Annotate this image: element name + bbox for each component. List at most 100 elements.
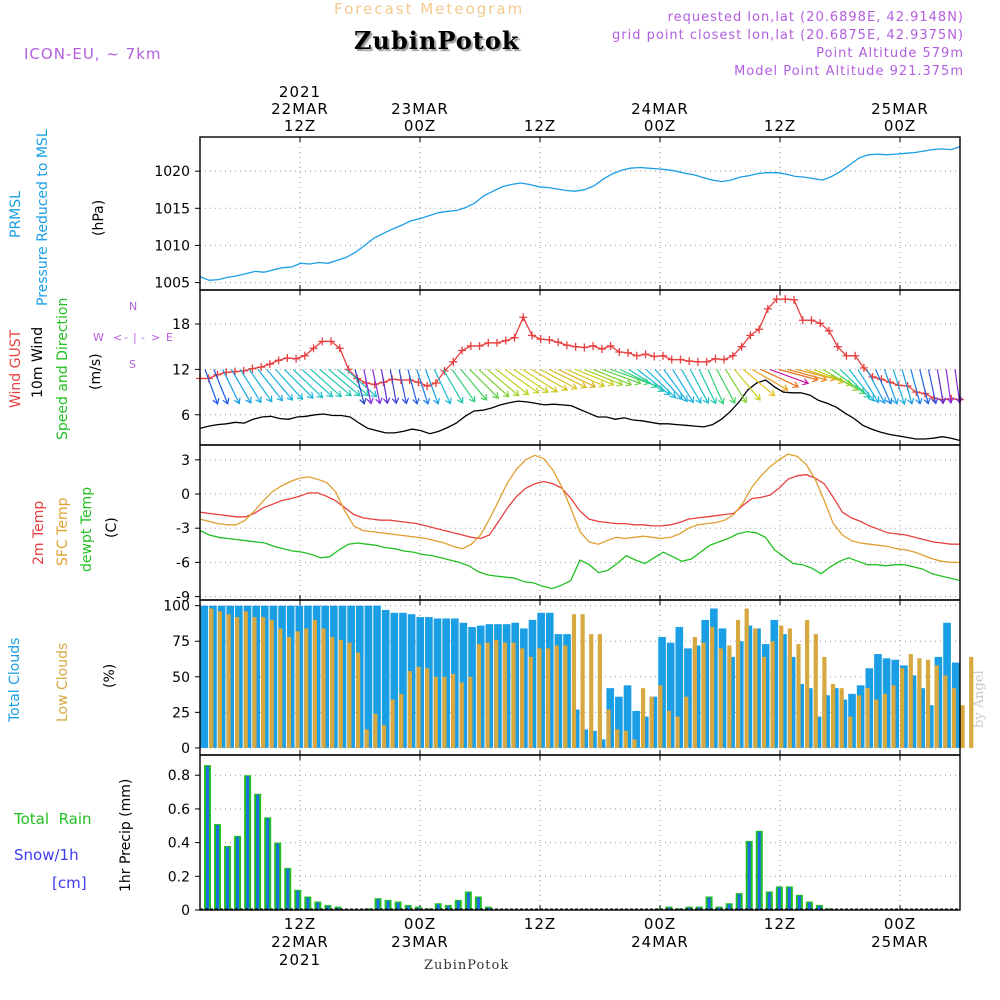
wind-arrow-head: [607, 379, 615, 387]
total-cloud-bar: [632, 710, 640, 748]
wind-arrow: [716, 369, 736, 404]
wind-gust-marker: [755, 325, 764, 334]
low-cloud-bar: [425, 668, 430, 748]
low-cloud-bar: [770, 641, 775, 748]
wind-compass-glyph: <: [113, 331, 123, 344]
low-cloud-bar: [269, 619, 274, 748]
low-cloud-bar: [830, 683, 836, 748]
wind-arrow: [698, 369, 717, 404]
low-cloud-bar: [209, 608, 214, 748]
meteogram-title: Forecast Meteogram: [334, 0, 525, 18]
wind-arrow-head: [580, 382, 588, 389]
series-line-2m-temp: [199, 473, 960, 545]
wind-gust-marker: [624, 348, 633, 357]
wind-arrow-head: [891, 397, 899, 405]
low-cloud-bar: [675, 716, 680, 748]
y-tick-label: 1005: [154, 276, 190, 292]
wind-arrow: [645, 368, 676, 399]
wind-arrow: [557, 368, 596, 388]
wind-arrow: [283, 368, 314, 399]
rain-bar-core: [266, 818, 270, 910]
wind-arrow: [831, 368, 866, 395]
rain-bar-core: [386, 900, 390, 910]
wind-arrow: [372, 369, 381, 404]
low-cloud-bar: [502, 642, 507, 748]
wind-arrow-head: [316, 391, 324, 399]
wind-arrow-head: [561, 384, 569, 391]
series-line-sfc-temp: [199, 453, 960, 564]
wind-arrow: [584, 368, 623, 386]
wind-arrow: [875, 369, 892, 404]
wind-gust-marker: [257, 363, 266, 372]
wind-arrow-head: [852, 384, 860, 391]
wind-arrow-head: [946, 397, 954, 404]
rain-bar-core: [276, 843, 280, 910]
low-cloud-bar: [684, 696, 689, 748]
rain-bar-core: [466, 892, 470, 910]
low-cloud-bar: [399, 693, 404, 748]
wind-arrow: [672, 369, 694, 403]
time-label-bottom: 12Z: [524, 915, 556, 933]
wind-gust-marker: [562, 341, 571, 350]
wind-arrow-head: [480, 394, 488, 401]
wind-arrow: [857, 369, 880, 403]
low-cloud-bar: [640, 688, 646, 748]
low-cloud-bar: [390, 699, 395, 748]
wind-gust-marker: [423, 382, 432, 391]
y-tick-label: 0: [181, 741, 190, 757]
y-tick-label: 12: [172, 362, 190, 378]
wind-arrow-head: [616, 379, 624, 387]
low-cloud-bar: [597, 634, 602, 748]
wind-gust-marker: [641, 350, 650, 359]
low-cloud-bar: [917, 658, 922, 748]
rain-bar-core: [326, 905, 330, 910]
time-label-top: 12Z: [764, 117, 796, 135]
rain-bar-core: [456, 900, 460, 910]
panel-frame-wind: [199, 289, 961, 446]
wind-arrow: [733, 369, 761, 401]
wind-gust-marker: [248, 364, 257, 373]
rain-bar-core: [296, 890, 300, 910]
low-cloud-bar: [243, 611, 248, 748]
wind-arrow-head: [541, 386, 549, 394]
wind-arrow: [769, 368, 809, 384]
wind-arrow-head: [422, 397, 431, 405]
low-cloud-bar: [822, 656, 827, 748]
wind-gust-marker: [781, 295, 790, 304]
low-cloud-bar: [459, 682, 464, 748]
wind-arrow: [433, 369, 451, 404]
y-tick-label: 1010: [154, 238, 190, 254]
wind-gust-marker: [606, 341, 615, 350]
wind-arrow: [707, 369, 724, 404]
wind-arrow-head: [401, 397, 410, 405]
wind-arrow: [689, 369, 709, 404]
low-cloud-bar: [796, 644, 801, 748]
wind-arrow-head: [907, 397, 915, 405]
rain-bar-core: [757, 831, 761, 910]
wind-arrow-head: [589, 381, 597, 389]
wind-arrow: [760, 368, 799, 388]
wind-arrow: [336, 368, 370, 397]
low-cloud-bar: [468, 676, 473, 748]
rain-bar: [424, 908, 432, 910]
wind-gust-marker: [807, 316, 816, 325]
low-cloud-bar: [848, 716, 853, 748]
wind-arrow: [548, 368, 587, 388]
wind-arrow: [204, 369, 219, 405]
low-cloud-bar: [710, 627, 715, 748]
wind-compass-glyph: W: [93, 331, 104, 344]
time-label-top: 23MAR: [391, 100, 449, 118]
y-tick-label: 100: [163, 599, 190, 615]
y-tick-label: 18: [172, 317, 190, 333]
rain-bar-core: [687, 907, 691, 910]
wind-arrow-head: [768, 389, 776, 397]
wind-arrow-head: [915, 397, 923, 405]
precip-legend-label: Total Rain: [14, 810, 92, 828]
wind-arrow: [566, 368, 605, 387]
wind-gust-marker: [816, 319, 825, 328]
rain-bar-core: [436, 904, 440, 910]
total-cloud-bar: [390, 612, 399, 748]
series-line-prmsl: [199, 146, 961, 281]
rain-bar-core: [717, 907, 721, 910]
wind-arrow-head: [625, 379, 633, 387]
